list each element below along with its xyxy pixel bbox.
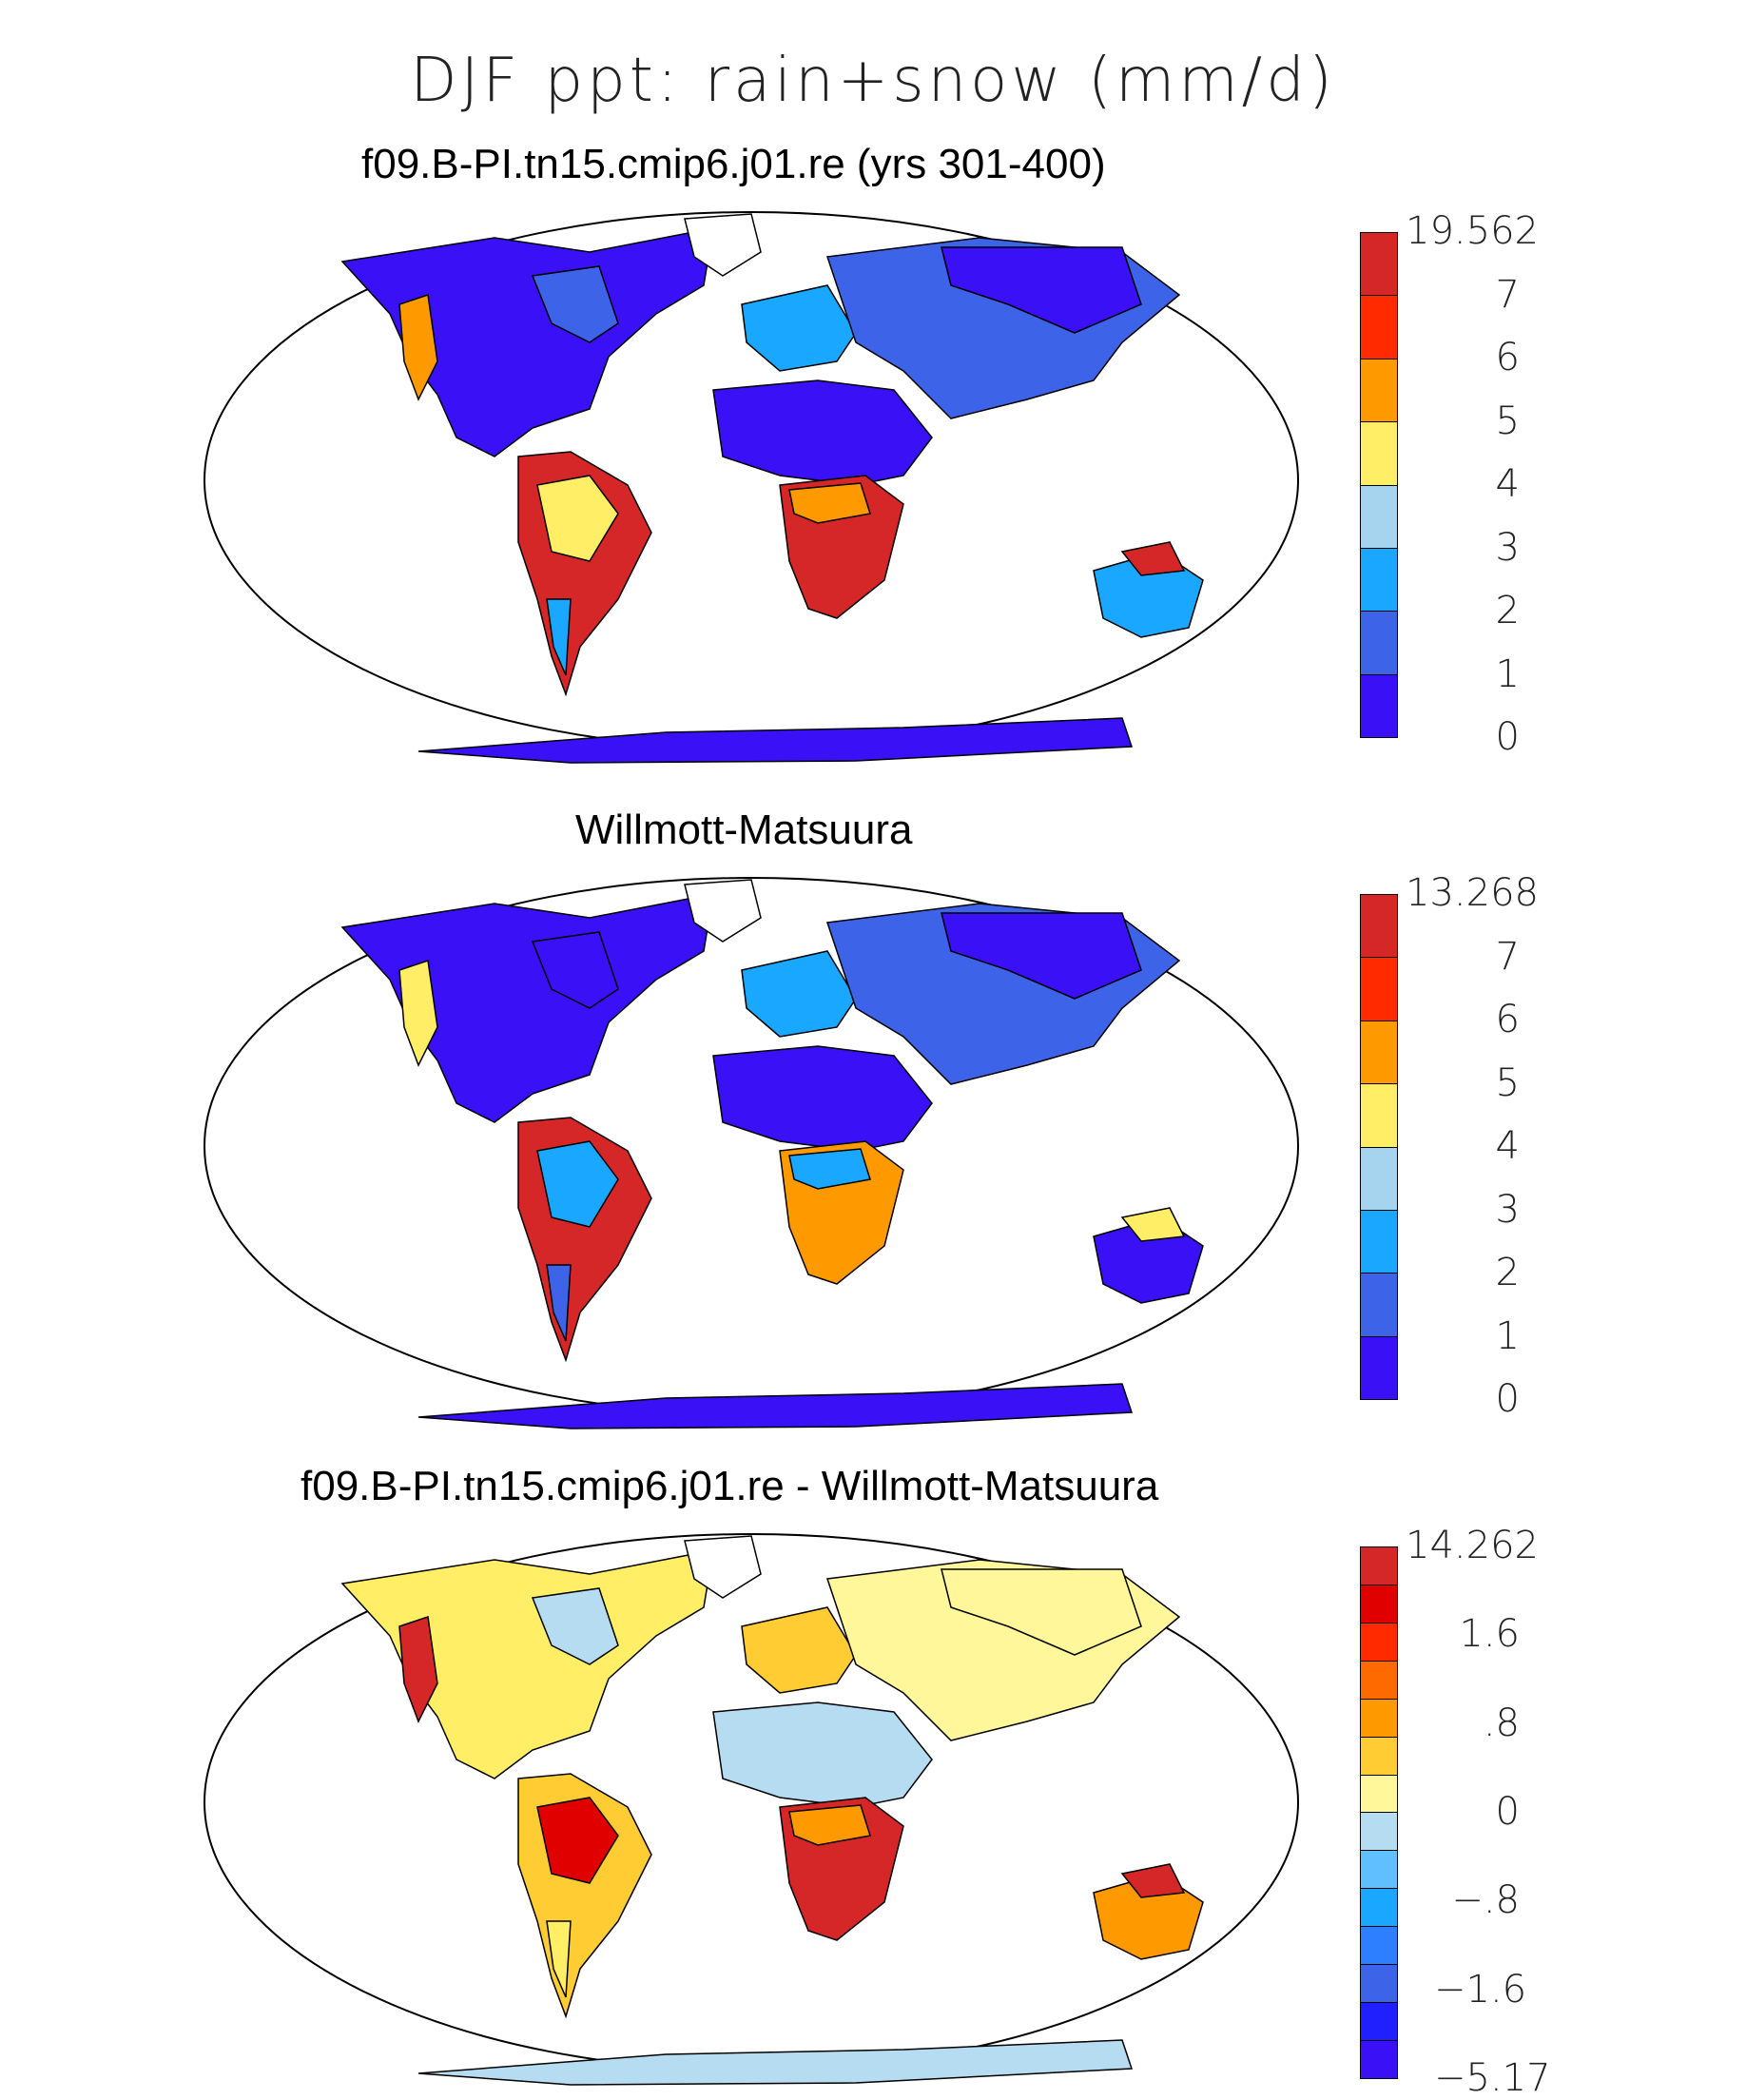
colorbar-model — [1360, 232, 1398, 738]
region-aus-north — [1120, 1863, 1186, 1898]
colorbar-segment — [1361, 611, 1397, 674]
region-africa-rim — [788, 482, 871, 524]
colorbar-segment — [1361, 1584, 1397, 1623]
region-europe — [741, 1606, 857, 1694]
region-west-coast — [398, 294, 438, 401]
region-sa-south — [546, 1920, 572, 1998]
colorbar-segment — [1361, 2002, 1397, 2040]
colorbar-segment — [1361, 1812, 1397, 1851]
colorbar-segment — [1361, 1335, 1397, 1399]
colorbar-tick-label: 1.6 — [1459, 1612, 1520, 1657]
region-antarctica — [417, 2039, 1134, 2086]
colorbar-segment — [1361, 421, 1397, 485]
colorbar-tick-label: 6 — [1495, 336, 1520, 379]
colorbar-tick-label: 3 — [1495, 1187, 1520, 1232]
panel-title-model: f09.B-PI.tn15.cmip6.j01.re (yrs 301-400) — [361, 141, 1106, 187]
region-canada-east — [531, 265, 619, 343]
region-greenland — [684, 1535, 762, 1599]
colorbar-tick-label: −5.17 — [1434, 2056, 1551, 2100]
colorbar-tick-label: 0 — [1495, 1790, 1520, 1834]
colorbar-tick-label: 1 — [1495, 1313, 1520, 1358]
region-sa-rim — [536, 1797, 619, 1884]
colorbar-segment — [1361, 1736, 1397, 1775]
colorbar-segment — [1361, 1926, 1397, 1965]
panel-title-observations: Willmott-Matsuura — [575, 807, 913, 853]
region-sa-south — [546, 1264, 572, 1342]
colorbar-segment — [1361, 1209, 1397, 1274]
colorbar-segment — [1361, 1547, 1397, 1585]
region-sa-south — [546, 598, 572, 676]
colorbar-segment — [1361, 1698, 1397, 1737]
colorbar-tick-label: 2 — [1495, 589, 1520, 632]
colorbar-segment — [1361, 484, 1397, 548]
map-panel-observations — [204, 877, 1299, 1429]
colorbar-tick-label: 0 — [1495, 1377, 1520, 1421]
colorbar-segment — [1361, 233, 1397, 296]
region-canada-east — [531, 1587, 619, 1665]
colorbar-segment — [1361, 547, 1397, 612]
colorbar-tick-label: −.8 — [1451, 1878, 1520, 1923]
colorbar-tick-label: .8 — [1483, 1701, 1520, 1745]
colorbar-tick-label: 7 — [1495, 272, 1520, 317]
colorbar-tick-label: 5 — [1495, 399, 1520, 443]
colorbar-segment — [1361, 1020, 1397, 1084]
colorbar-segment — [1361, 1083, 1397, 1147]
colorbar-segment — [1361, 358, 1397, 422]
region-antarctica — [417, 1383, 1134, 1429]
region-aus-north — [1120, 1207, 1186, 1242]
colorbar-segment — [1361, 1273, 1397, 1336]
region-aus-north — [1120, 541, 1186, 576]
figure-title: DJF ppt: rain+snow (mm/d) — [410, 46, 1336, 116]
colorbar-segment — [1361, 673, 1397, 737]
region-greenland — [684, 879, 762, 943]
colorbar-tick-label: 4 — [1495, 1124, 1520, 1168]
region-west-coast — [398, 960, 438, 1067]
colorbar-segment — [1361, 1622, 1397, 1661]
colorbar-tick-label: 0 — [1495, 715, 1520, 759]
colorbar-segment — [1361, 1774, 1397, 1813]
colorbar-tick-label: 14.262 — [1406, 1524, 1539, 1567]
region-africa-north — [712, 379, 933, 486]
region-siberia — [941, 1568, 1142, 1656]
colorbar-tick-label: 4 — [1495, 462, 1520, 506]
region-west-coast — [398, 1616, 438, 1723]
colorbar-tick-label: 7 — [1495, 934, 1520, 979]
region-siberia — [941, 246, 1142, 334]
colorbar-tick-label: 2 — [1495, 1251, 1520, 1294]
region-europe — [741, 284, 857, 372]
region-canada-east — [531, 931, 619, 1009]
colorbar-tick-label: 19.562 — [1406, 209, 1539, 253]
region-africa-north — [712, 1701, 933, 1808]
colorbar-tick-label: 5 — [1495, 1060, 1520, 1105]
colorbar-tick-label: 3 — [1495, 525, 1520, 570]
colorbar-difference — [1360, 1546, 1398, 2079]
panel-title-difference: f09.B-PI.tn15.cmip6.j01.re - Willmott-Ma… — [301, 1463, 1159, 1509]
region-greenland — [684, 213, 762, 277]
region-africa-rim — [788, 1148, 871, 1190]
region-sa-rim — [536, 475, 619, 562]
colorbar-observations — [1360, 894, 1398, 1400]
colorbar-segment — [1361, 957, 1397, 1021]
region-sa-rim — [536, 1140, 619, 1228]
colorbar-segment — [1361, 2039, 1397, 2078]
colorbar-segment — [1361, 1146, 1397, 1210]
colorbar-tick-label: 6 — [1495, 998, 1520, 1041]
region-africa-rim — [788, 1804, 871, 1846]
region-europe — [741, 950, 857, 1038]
colorbar-segment — [1361, 895, 1397, 958]
colorbar-segment — [1361, 1660, 1397, 1699]
map-panel-difference — [204, 1533, 1299, 2086]
colorbar-segment — [1361, 1964, 1397, 2003]
colorbar-segment — [1361, 295, 1397, 359]
region-africa-north — [712, 1045, 933, 1152]
colorbar-tick-label: −1.6 — [1434, 1967, 1527, 2012]
map-panel-model — [204, 211, 1299, 764]
colorbar-segment — [1361, 1850, 1397, 1889]
region-antarctica — [417, 717, 1134, 764]
colorbar-tick-label: 1 — [1495, 651, 1520, 696]
colorbar-segment — [1361, 1888, 1397, 1927]
colorbar-tick-label: 13.268 — [1406, 871, 1539, 915]
region-siberia — [941, 912, 1142, 1000]
